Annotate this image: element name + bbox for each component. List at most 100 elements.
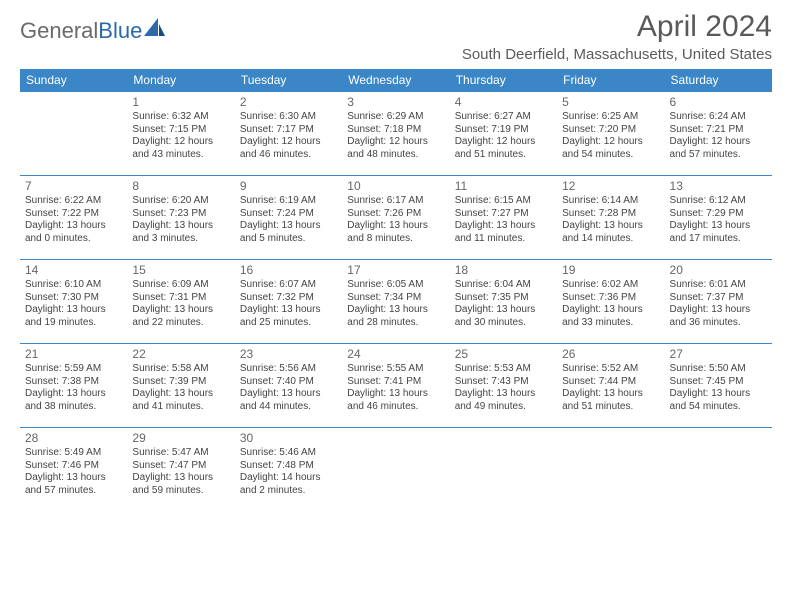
sunset-text: Sunset: 7:43 PM	[455, 376, 552, 389]
calendar-day-cell: 28Sunrise: 5:49 AMSunset: 7:46 PMDayligh…	[20, 428, 127, 512]
calendar-day-cell: 8Sunrise: 6:20 AMSunset: 7:23 PMDaylight…	[127, 176, 234, 260]
sunset-text: Sunset: 7:41 PM	[347, 376, 444, 389]
sunset-text: Sunset: 7:40 PM	[240, 376, 337, 389]
calendar-day-cell: 29Sunrise: 5:47 AMSunset: 7:47 PMDayligh…	[127, 428, 234, 512]
day-number: 10	[347, 179, 444, 194]
sunset-text: Sunset: 7:27 PM	[455, 208, 552, 221]
sunset-text: Sunset: 7:17 PM	[240, 124, 337, 137]
sunrise-text: Sunrise: 6:25 AM	[562, 111, 659, 124]
day-number: 29	[132, 431, 229, 446]
calendar-day-cell	[20, 92, 127, 176]
day-number: 27	[670, 347, 767, 362]
sunrise-text: Sunrise: 6:05 AM	[347, 279, 444, 292]
daylight-text: Daylight: 13 hours and 57 minutes.	[25, 472, 122, 497]
logo-text-1: General	[20, 18, 98, 44]
weekday-header: Sunday	[20, 69, 127, 92]
header-right: April 2024 South Deerfield, Massachusett…	[462, 10, 772, 63]
daylight-text: Daylight: 13 hours and 44 minutes.	[240, 388, 337, 413]
sunrise-text: Sunrise: 6:29 AM	[347, 111, 444, 124]
calendar-day-cell: 26Sunrise: 5:52 AMSunset: 7:44 PMDayligh…	[557, 344, 664, 428]
calendar-day-cell: 18Sunrise: 6:04 AMSunset: 7:35 PMDayligh…	[450, 260, 557, 344]
sunset-text: Sunset: 7:22 PM	[25, 208, 122, 221]
sunset-text: Sunset: 7:38 PM	[25, 376, 122, 389]
logo: GeneralBlue	[20, 10, 166, 44]
sunrise-text: Sunrise: 6:09 AM	[132, 279, 229, 292]
weekday-header: Friday	[557, 69, 664, 92]
month-title: April 2024	[462, 10, 772, 44]
sunset-text: Sunset: 7:37 PM	[670, 292, 767, 305]
sunset-text: Sunset: 7:23 PM	[132, 208, 229, 221]
day-number: 22	[132, 347, 229, 362]
sunset-text: Sunset: 7:35 PM	[455, 292, 552, 305]
day-number: 1	[132, 95, 229, 110]
calendar-day-cell	[665, 428, 772, 512]
calendar-day-cell: 27Sunrise: 5:50 AMSunset: 7:45 PMDayligh…	[665, 344, 772, 428]
calendar-day-cell: 12Sunrise: 6:14 AMSunset: 7:28 PMDayligh…	[557, 176, 664, 260]
sunset-text: Sunset: 7:24 PM	[240, 208, 337, 221]
daylight-text: Daylight: 13 hours and 19 minutes.	[25, 304, 122, 329]
calendar-week-row: 14Sunrise: 6:10 AMSunset: 7:30 PMDayligh…	[20, 260, 772, 344]
calendar-day-cell: 25Sunrise: 5:53 AMSunset: 7:43 PMDayligh…	[450, 344, 557, 428]
daylight-text: Daylight: 13 hours and 54 minutes.	[670, 388, 767, 413]
sunset-text: Sunset: 7:48 PM	[240, 460, 337, 473]
day-number: 28	[25, 431, 122, 446]
sunrise-text: Sunrise: 6:07 AM	[240, 279, 337, 292]
sunset-text: Sunset: 7:28 PM	[562, 208, 659, 221]
calendar-week-row: 1Sunrise: 6:32 AMSunset: 7:15 PMDaylight…	[20, 92, 772, 176]
day-number: 12	[562, 179, 659, 194]
daylight-text: Daylight: 14 hours and 2 minutes.	[240, 472, 337, 497]
daylight-text: Daylight: 13 hours and 41 minutes.	[132, 388, 229, 413]
sunset-text: Sunset: 7:34 PM	[347, 292, 444, 305]
daylight-text: Daylight: 13 hours and 30 minutes.	[455, 304, 552, 329]
sunset-text: Sunset: 7:29 PM	[670, 208, 767, 221]
calendar-day-cell: 30Sunrise: 5:46 AMSunset: 7:48 PMDayligh…	[235, 428, 342, 512]
sunrise-text: Sunrise: 5:47 AM	[132, 447, 229, 460]
day-number: 9	[240, 179, 337, 194]
calendar-day-cell: 2Sunrise: 6:30 AMSunset: 7:17 PMDaylight…	[235, 92, 342, 176]
daylight-text: Daylight: 12 hours and 43 minutes.	[132, 136, 229, 161]
daylight-text: Daylight: 13 hours and 36 minutes.	[670, 304, 767, 329]
day-number: 11	[455, 179, 552, 194]
day-number: 26	[562, 347, 659, 362]
sunrise-text: Sunrise: 6:32 AM	[132, 111, 229, 124]
calendar-week-row: 7Sunrise: 6:22 AMSunset: 7:22 PMDaylight…	[20, 176, 772, 260]
sunset-text: Sunset: 7:21 PM	[670, 124, 767, 137]
sunrise-text: Sunrise: 5:58 AM	[132, 363, 229, 376]
daylight-text: Daylight: 13 hours and 46 minutes.	[347, 388, 444, 413]
sunrise-text: Sunrise: 6:04 AM	[455, 279, 552, 292]
daylight-text: Daylight: 13 hours and 28 minutes.	[347, 304, 444, 329]
daylight-text: Daylight: 13 hours and 51 minutes.	[562, 388, 659, 413]
calendar-day-cell: 19Sunrise: 6:02 AMSunset: 7:36 PMDayligh…	[557, 260, 664, 344]
sunrise-text: Sunrise: 6:02 AM	[562, 279, 659, 292]
daylight-text: Daylight: 12 hours and 48 minutes.	[347, 136, 444, 161]
sunrise-text: Sunrise: 5:56 AM	[240, 363, 337, 376]
sunset-text: Sunset: 7:19 PM	[455, 124, 552, 137]
day-number: 16	[240, 263, 337, 278]
daylight-text: Daylight: 12 hours and 57 minutes.	[670, 136, 767, 161]
sunset-text: Sunset: 7:46 PM	[25, 460, 122, 473]
calendar-body: 1Sunrise: 6:32 AMSunset: 7:15 PMDaylight…	[20, 92, 772, 512]
day-number: 2	[240, 95, 337, 110]
calendar-table: SundayMondayTuesdayWednesdayThursdayFrid…	[20, 69, 772, 512]
calendar-page: GeneralBlue April 2024 South Deerfield, …	[0, 0, 792, 512]
weekday-header: Saturday	[665, 69, 772, 92]
calendar-day-cell: 24Sunrise: 5:55 AMSunset: 7:41 PMDayligh…	[342, 344, 449, 428]
sunrise-text: Sunrise: 5:49 AM	[25, 447, 122, 460]
sunrise-text: Sunrise: 5:55 AM	[347, 363, 444, 376]
daylight-text: Daylight: 13 hours and 59 minutes.	[132, 472, 229, 497]
day-number: 6	[670, 95, 767, 110]
day-number: 23	[240, 347, 337, 362]
sunset-text: Sunset: 7:30 PM	[25, 292, 122, 305]
sunset-text: Sunset: 7:44 PM	[562, 376, 659, 389]
sunset-text: Sunset: 7:31 PM	[132, 292, 229, 305]
calendar-day-cell: 17Sunrise: 6:05 AMSunset: 7:34 PMDayligh…	[342, 260, 449, 344]
daylight-text: Daylight: 13 hours and 33 minutes.	[562, 304, 659, 329]
day-number: 17	[347, 263, 444, 278]
weekday-header: Monday	[127, 69, 234, 92]
day-number: 20	[670, 263, 767, 278]
calendar-day-cell: 9Sunrise: 6:19 AMSunset: 7:24 PMDaylight…	[235, 176, 342, 260]
sunrise-text: Sunrise: 5:52 AM	[562, 363, 659, 376]
calendar-day-cell: 1Sunrise: 6:32 AMSunset: 7:15 PMDaylight…	[127, 92, 234, 176]
logo-text-2: Blue	[98, 18, 142, 44]
day-number: 30	[240, 431, 337, 446]
